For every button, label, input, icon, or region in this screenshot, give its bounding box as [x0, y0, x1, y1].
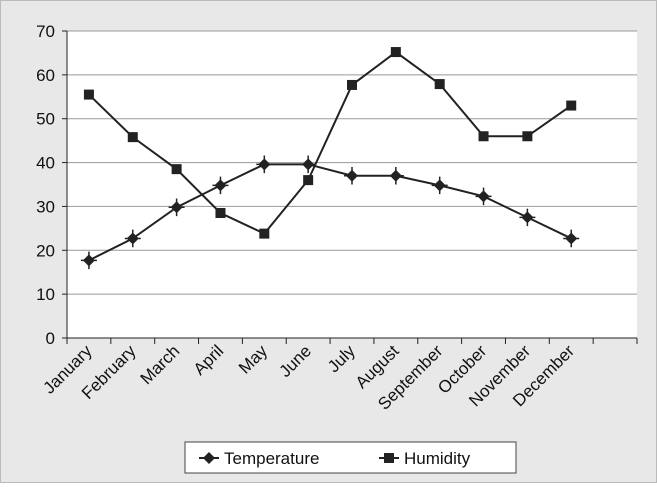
data-point — [214, 179, 227, 192]
data-point — [215, 208, 226, 219]
data-point — [302, 158, 315, 171]
data-point — [82, 254, 95, 267]
data-point — [522, 131, 533, 142]
y-tick-label: 0 — [46, 329, 55, 348]
data-point — [478, 131, 489, 142]
legend-marker — [203, 452, 215, 464]
data-point — [259, 228, 270, 239]
x-tick-label: April — [190, 341, 227, 378]
y-tick-label: 50 — [36, 110, 55, 129]
data-point — [433, 179, 446, 192]
x-tick-label: March — [137, 341, 184, 388]
legend-label: Temperature — [224, 449, 319, 468]
x-tick-label: May — [235, 341, 271, 377]
y-tick-label: 20 — [36, 241, 55, 260]
legend-label: Humidity — [404, 449, 471, 468]
data-point — [565, 232, 578, 245]
x-tick-label: June — [275, 341, 315, 381]
data-point — [303, 175, 314, 186]
series-line — [88, 163, 572, 262]
data-point — [477, 190, 490, 203]
y-tick-label: 10 — [36, 285, 55, 304]
y-tick-label: 70 — [36, 22, 55, 41]
data-point — [389, 169, 402, 182]
legend-box — [184, 441, 517, 474]
series-line — [88, 50, 572, 235]
y-tick-label: 60 — [36, 66, 55, 85]
data-point — [170, 201, 183, 214]
data-point — [126, 232, 139, 245]
data-point — [258, 158, 271, 171]
data-point — [566, 100, 577, 111]
data-point — [346, 169, 358, 182]
x-tick-label: July — [324, 341, 359, 376]
y-tick-label: 30 — [36, 197, 55, 216]
data-point — [171, 164, 182, 175]
data-point — [434, 79, 445, 90]
data-point — [83, 89, 94, 100]
data-point — [390, 47, 401, 58]
legend-marker — [384, 453, 394, 463]
data-point — [521, 211, 534, 224]
data-point — [127, 132, 138, 143]
y-tick-label: 40 — [36, 154, 55, 173]
data-point — [347, 79, 357, 90]
